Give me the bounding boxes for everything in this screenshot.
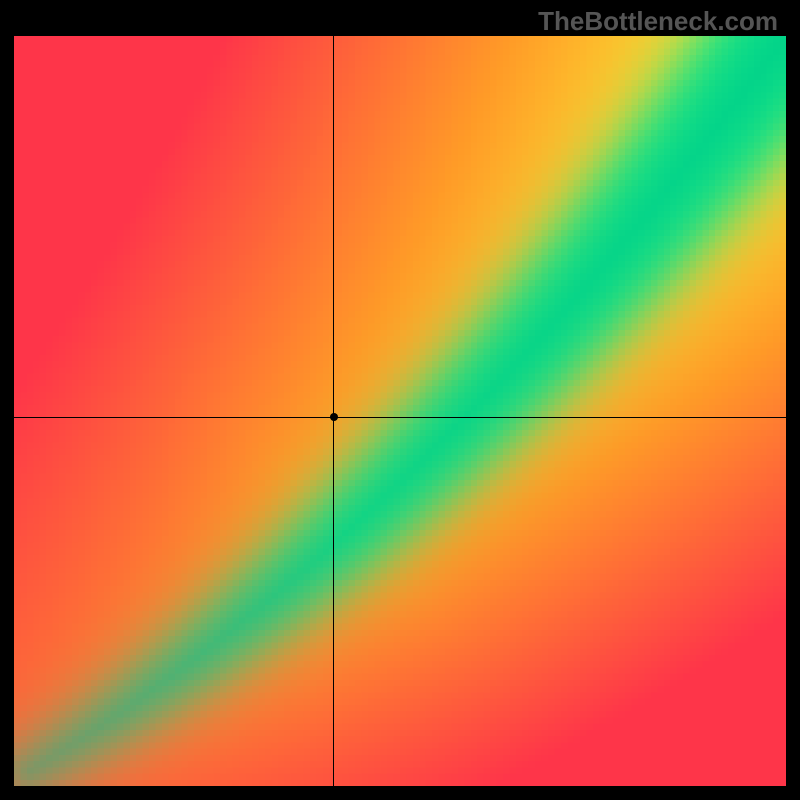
watermark-text: TheBottleneck.com — [538, 6, 778, 37]
crosshair-horizontal — [14, 417, 786, 418]
crosshair-dot — [330, 413, 338, 421]
heatmap-canvas — [14, 36, 786, 786]
crosshair-vertical — [333, 36, 334, 786]
